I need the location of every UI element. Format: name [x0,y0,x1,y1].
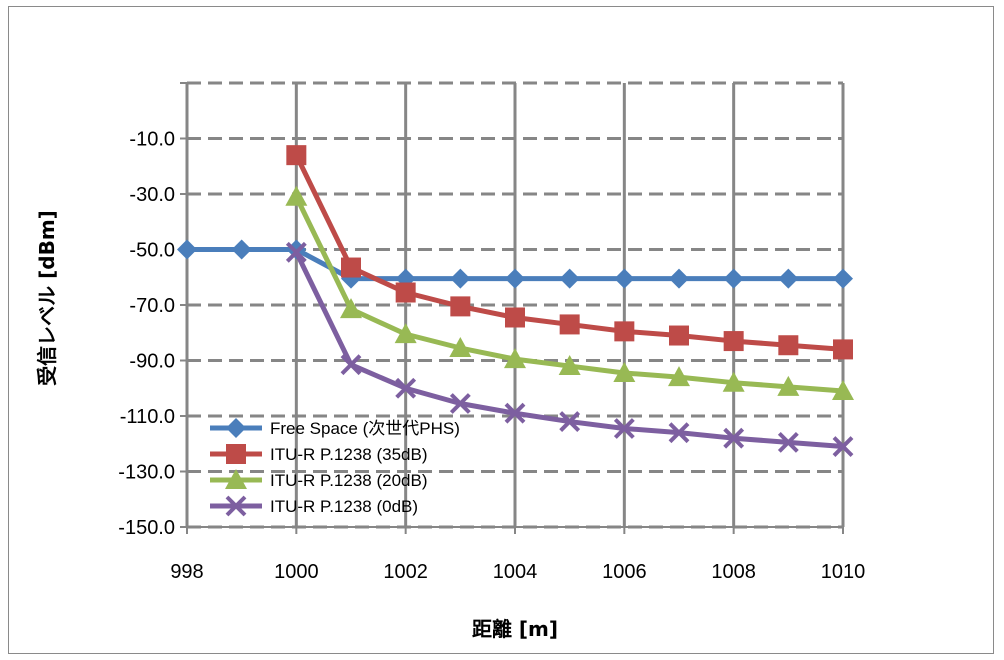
data-point [669,268,689,289]
x-tick-label: 998 [170,561,203,583]
data-point [668,366,690,387]
data-point [341,257,361,278]
data-point [669,325,689,346]
data-point [340,354,362,376]
data-point [504,348,526,369]
legend-marker [225,495,247,517]
data-point [833,339,853,360]
data-point [449,337,472,358]
data-point [231,239,252,260]
data-point [340,298,362,319]
y-axis-title: 受信レベル [dBm] [35,210,59,386]
legend-marker [226,444,246,464]
data-point [777,375,800,396]
legend-entry: Free Space (次世代PHS) [210,418,460,438]
data-point [614,268,635,289]
x-tick-label: 1010 [821,561,866,583]
data-point [668,422,690,444]
data-point [559,411,581,432]
x-tick-label: 1008 [711,561,756,583]
data-point [505,307,525,328]
data-point [285,241,307,263]
legend-marker [226,418,246,438]
data-point [613,418,635,439]
legend-label: Free Space (次世代PHS) [270,419,460,438]
legend-entry: ITU-R P.1238 (20dB) [210,469,427,490]
legend-entry: ITU-R P.1238 (0dB) [210,495,418,517]
y-tick-label: -10.0 [129,129,175,151]
data-point [449,393,471,414]
data-point [614,321,635,342]
data-point [395,377,417,399]
data-point [832,380,854,401]
y-tick-label: -30.0 [129,184,175,206]
data-point [778,268,799,289]
y-tick-label: -70.0 [129,295,175,317]
y-tick-label: -50.0 [129,240,175,262]
legend: Free Space (次世代PHS) ITU-R P.1238 (35dB) IT… [210,418,460,517]
data-point [613,361,636,382]
data-point [558,355,581,376]
x-tick-label: 1002 [383,561,428,583]
x-axis-ticks: 998 1000 1002 1004 1006 1008 1010 [170,561,865,583]
data-point [559,268,580,289]
x-tick-label: 1000 [274,561,319,583]
data-point [504,402,526,424]
data-point [450,296,471,317]
x-tick-label: 1004 [493,561,538,583]
data-point [394,323,417,344]
legend-marker [225,469,247,489]
y-tick-label: -90.0 [129,351,175,373]
data-point [832,436,854,457]
legend-label: ITU-R P.1238 (20dB) [270,471,427,490]
data-point [778,335,799,356]
y-tick-label: -130.0 [118,462,175,484]
data-point [723,268,744,289]
y-tick-label: -110.0 [120,406,175,428]
data-point [505,268,525,289]
series-2 [286,145,853,360]
series-4 [285,241,854,457]
legend-label: ITU-R P.1238 (0dB) [270,497,418,516]
data-point [450,268,471,289]
x-axis-title: 距離 [m] [472,617,558,641]
data-point [723,331,744,352]
data-point [723,427,745,449]
legend-label: ITU-R P.1238 (35dB) [270,445,427,464]
series-3 [285,185,854,401]
data-point [833,268,853,289]
data-point [559,314,580,335]
chart-frame [8,6,994,654]
y-axis-ticks: -10.0 -30.0 -50.0 -70.0 -90.0 -110.0 -130.0 -15… [118,129,175,540]
x-tick-label: 1006 [602,561,647,583]
legend-entry: ITU-R P.1238 (35dB) [210,444,427,464]
data-point [286,145,307,166]
data-point [285,185,308,206]
data-point [395,282,416,303]
data-point [777,431,799,453]
data-point [177,239,197,260]
series-group [177,145,854,457]
data-point [722,371,745,392]
y-tick-label: -150.0 [118,517,175,539]
